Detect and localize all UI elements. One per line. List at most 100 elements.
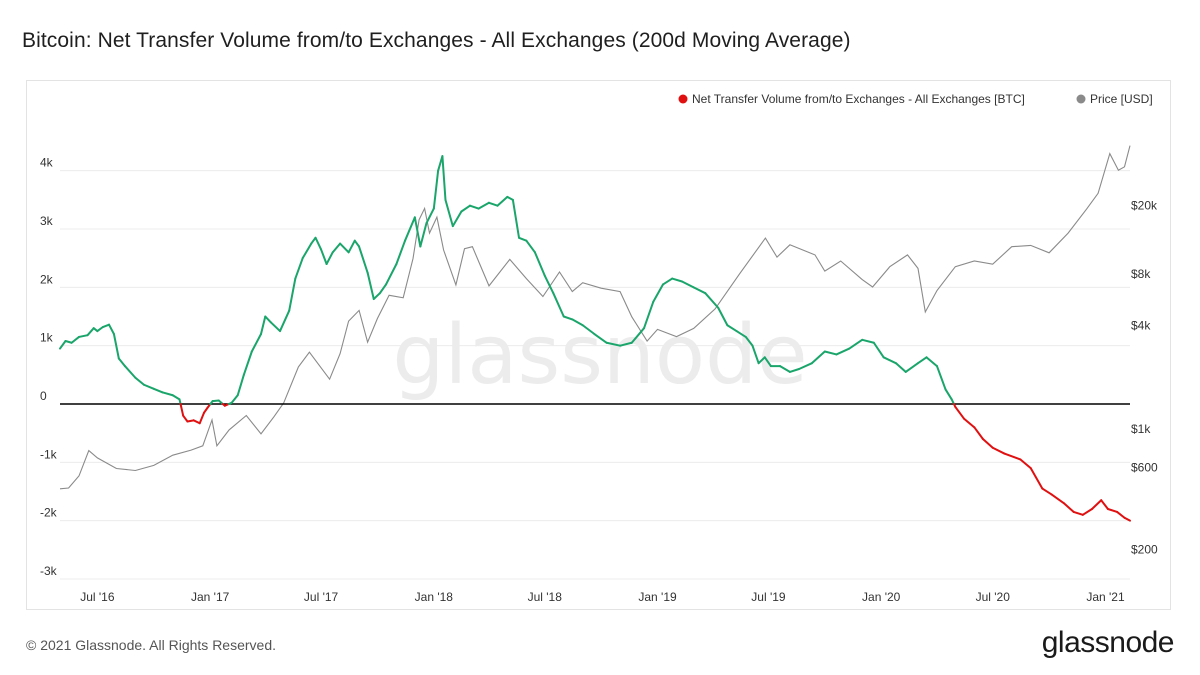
net-transfer-segment: [973, 426, 984, 440]
net-transfer-segment: [314, 236, 323, 251]
net-transfer-segment: [59, 340, 67, 350]
net-transfer-segment: [543, 274, 555, 295]
net-transfer-segment: [112, 333, 120, 360]
net-transfer-segment: [1091, 499, 1103, 510]
net-transfer-segment: [1116, 510, 1126, 519]
net-transfer-segment: [763, 356, 772, 368]
x-tick-label: Jan '19: [638, 590, 677, 604]
net-transfer-segment: [161, 391, 174, 397]
net-transfer-segment: [242, 350, 253, 376]
y-left-tick-label: 2k: [40, 272, 54, 286]
net-transfer-segment: [64, 340, 73, 344]
x-tick-label: Jan '21: [1086, 590, 1125, 604]
net-transfer-segment: [179, 403, 185, 417]
net-transfer-segment: [294, 257, 304, 280]
net-transfer-segment: [571, 318, 584, 327]
net-transfer-segment: [1029, 467, 1044, 490]
net-transfer-segment: [385, 263, 398, 286]
net-transfer-segment: [872, 341, 885, 359]
net-transfer-segment: [751, 344, 760, 365]
net-transfer-segment: [954, 405, 965, 420]
net-transfer-segment: [944, 388, 953, 401]
net-transfer-segment: [1081, 507, 1094, 516]
net-transfer-segment: [372, 292, 381, 301]
net-transfer-segment: [142, 383, 155, 390]
net-transfer-segment: [441, 155, 447, 201]
net-transfer-segment: [134, 376, 145, 386]
net-transfer-segment: [108, 323, 115, 336]
chart-frame: [26, 80, 1171, 610]
net-transfer-segment: [925, 356, 938, 368]
net-transfer-segment: [935, 365, 947, 391]
net-transfer-segment: [1123, 516, 1131, 522]
net-transfer-segment: [230, 394, 239, 404]
footer-brand-logo[interactable]: glassnode: [1041, 626, 1175, 659]
net-transfer-segment: [552, 292, 565, 318]
x-tick-label: Jul '18: [528, 590, 563, 604]
net-transfer-segment: [96, 326, 104, 333]
net-transfer-segment: [496, 195, 509, 207]
net-transfer-segment: [192, 419, 201, 425]
y-right-tick-label: $600: [1131, 460, 1158, 474]
net-transfer-segment: [652, 283, 665, 303]
net-transfer-segment: [823, 350, 838, 356]
net-transfer-segment: [788, 368, 801, 373]
net-transfer-segment: [101, 323, 111, 329]
footer-copyright: © 2021 Glassnode. All Rights Reserved.: [26, 637, 277, 653]
net-transfer-segment: [605, 341, 622, 347]
net-transfer-segment: [630, 327, 646, 344]
net-transfer-segment: [211, 399, 220, 403]
x-tick-label: Jan '18: [415, 590, 454, 604]
y-right-tick-label: $8k: [1131, 267, 1151, 281]
net-transfer-segment: [269, 321, 282, 333]
net-transfer-segment: [353, 239, 361, 248]
y-axis-right: $20k $8k $4k $1k $600 $200: [1131, 198, 1158, 556]
net-transfer-segment: [726, 324, 738, 333]
net-transfer-segment: [861, 338, 875, 344]
net-transfer-segment: [460, 204, 471, 213]
net-transfer-segment: [152, 387, 164, 394]
net-transfer-segment: [1106, 507, 1119, 513]
net-transfer-segment: [198, 411, 206, 425]
net-transfer-segment: [681, 280, 695, 289]
net-transfer-segment: [404, 216, 416, 242]
net-transfer-segment: [203, 406, 209, 414]
net-transfer-segment: [894, 362, 907, 373]
net-transfer-segment: [413, 216, 422, 248]
y-right-tick-label: $20k: [1131, 198, 1158, 212]
net-transfer-segment: [395, 239, 407, 266]
net-transfer-segment: [704, 292, 720, 309]
y-right-tick-label: $200: [1131, 542, 1158, 556]
y-left-tick-label: 3k: [40, 214, 54, 228]
net-transfer-segment: [835, 347, 851, 356]
net-transfer-segment: [468, 204, 480, 210]
net-transfer-segment: [692, 286, 707, 295]
net-transfer-segment: [533, 251, 546, 277]
net-transfer-segment: [1019, 458, 1032, 470]
x-tick-label: Jan '17: [191, 590, 230, 604]
net-transfer-segment: [848, 338, 864, 350]
net-transfer-segment: [991, 446, 1006, 455]
y-right-tick-label: $1k: [1131, 422, 1151, 436]
y-left-tick-label: -1k: [40, 447, 58, 461]
net-transfer-segment: [264, 315, 272, 324]
legend-marker-price: [1076, 94, 1086, 104]
net-transfer-segment: [347, 239, 356, 254]
net-transfer-segment: [325, 251, 334, 266]
y-left-tick-label: -2k: [40, 506, 58, 520]
net-transfer-segment: [288, 277, 297, 312]
net-transfer-segment: [331, 242, 342, 254]
y-left-tick-label: 0: [40, 389, 47, 403]
net-transfer-segment: [671, 277, 684, 283]
net-transfer-segment: [86, 327, 95, 337]
net-transfer-segment: [310, 236, 317, 245]
net-transfer-segment: [260, 315, 267, 336]
net-transfer-segment: [487, 201, 499, 207]
price-line: [59, 145, 1131, 490]
x-tick-label: Jan '20: [862, 590, 901, 604]
net-transfer-segment: [1072, 510, 1084, 516]
net-transfer-segment: [123, 365, 137, 379]
x-tick-label: Jul '20: [976, 590, 1011, 604]
net-transfer-segment: [619, 341, 633, 347]
